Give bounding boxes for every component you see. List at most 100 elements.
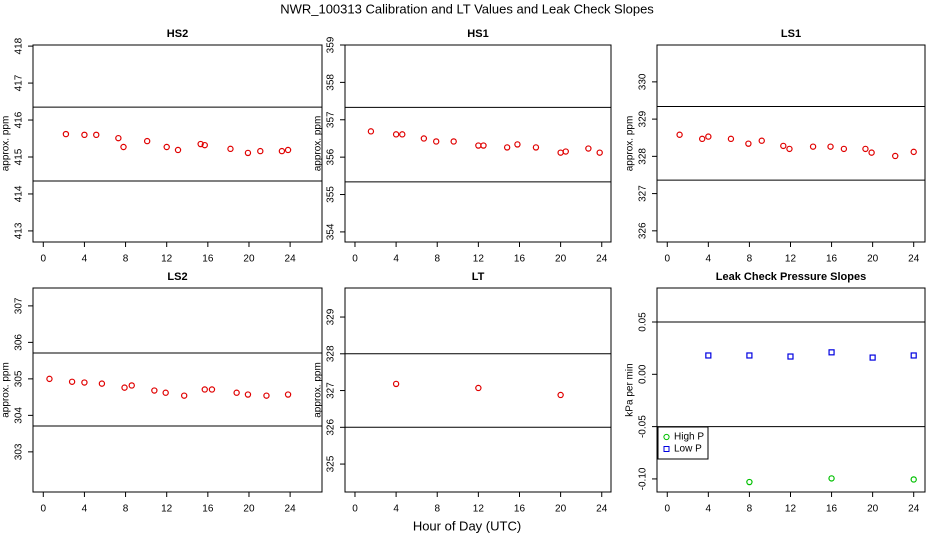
- data-point: [809, 143, 817, 150]
- data-point: [81, 131, 88, 139]
- data-point: [121, 384, 128, 391]
- data-point: [433, 138, 440, 145]
- x-tick-label: 24: [596, 504, 608, 515]
- figure-title: NWR_100313 Calibration and LT Values and…: [280, 1, 654, 16]
- y-tick-label: 418: [14, 37, 25, 54]
- x-tick-label: 16: [514, 254, 526, 265]
- data-point: [828, 349, 835, 356]
- y-tick-label: 303: [14, 443, 25, 460]
- y-tick-label: 415: [14, 148, 25, 165]
- y-tick-label: 330: [638, 73, 649, 90]
- data-point: [163, 143, 170, 151]
- data-point: [128, 382, 135, 389]
- x-tick-label: 16: [202, 254, 214, 265]
- y-tick-label: -0.10: [638, 467, 649, 490]
- y-tick-label: 354: [326, 223, 337, 240]
- y-tick-label: 0.05: [638, 312, 649, 332]
- data-point: [284, 391, 292, 398]
- data-point: [698, 135, 706, 143]
- x-tick-label: 20: [555, 254, 567, 265]
- x-tick-label: 12: [161, 254, 173, 265]
- panel-title: LS2: [167, 271, 187, 283]
- x-tick-label: 24: [285, 504, 297, 515]
- data-point: [557, 149, 564, 156]
- y-axis-label: approx. ppm: [625, 116, 636, 172]
- data-point: [480, 142, 487, 149]
- data-point: [81, 379, 88, 386]
- data-point: [758, 137, 765, 144]
- data-point: [174, 146, 182, 154]
- y-tick-label: -0.05: [638, 415, 649, 438]
- data-point: [399, 131, 406, 138]
- y-tick-label: 413: [14, 222, 25, 239]
- x-tick-label: 24: [908, 504, 920, 515]
- y-tick-label: 305: [14, 370, 25, 387]
- x-tick-label: 16: [514, 504, 526, 515]
- data-point: [910, 352, 917, 359]
- x-tick-label: 24: [596, 254, 608, 265]
- panel-title: HS1: [467, 28, 488, 40]
- x-tick-label: 0: [664, 504, 670, 515]
- data-point: [562, 148, 569, 155]
- data-point: [420, 135, 428, 142]
- legend-marker: [663, 446, 670, 452]
- panel-title: HS2: [167, 28, 188, 40]
- data-point: [197, 140, 204, 148]
- x-tick-label: 20: [555, 504, 567, 515]
- x-tick-label: 16: [826, 504, 838, 515]
- x-tick-label: 20: [243, 254, 255, 265]
- data-point: [557, 391, 564, 399]
- data-point: [201, 141, 208, 149]
- data-point: [392, 380, 400, 388]
- data-point: [201, 386, 208, 393]
- legend-label: Low P: [674, 444, 702, 455]
- data-point: [727, 135, 735, 143]
- data-point: [585, 145, 592, 152]
- plot-frame: [32, 44, 323, 243]
- data-point: [93, 131, 100, 139]
- data-point: [892, 152, 899, 160]
- data-point: [868, 149, 875, 156]
- data-point: [786, 145, 793, 153]
- x-tick-label: 12: [785, 504, 797, 515]
- data-point: [705, 133, 712, 140]
- data-point: [475, 384, 482, 392]
- data-point: [257, 147, 264, 155]
- x-tick-label: 12: [473, 254, 485, 265]
- x-tick-label: 20: [243, 504, 255, 515]
- data-point: [208, 386, 216, 393]
- data-point: [278, 147, 286, 155]
- data-point: [869, 354, 876, 361]
- data-point: [910, 148, 917, 156]
- x-tick-label: 8: [747, 504, 753, 515]
- data-point: [115, 134, 122, 142]
- y-tick-label: 325: [326, 455, 337, 472]
- data-point: [746, 352, 753, 359]
- plot-frame: [32, 287, 323, 493]
- x-tick-label: 4: [393, 504, 399, 515]
- data-point: [263, 392, 270, 399]
- data-point: [98, 380, 106, 387]
- x-tick-label: 0: [664, 254, 670, 265]
- data-point: [596, 149, 603, 156]
- data-point: [780, 142, 787, 150]
- y-tick-label: 414: [14, 185, 25, 202]
- data-point: [705, 352, 712, 359]
- data-point: [514, 141, 521, 148]
- x-tick-label: 16: [826, 254, 838, 265]
- y-axis-label: approx. ppm: [313, 116, 324, 172]
- x-tick-label: 4: [706, 254, 712, 265]
- plot-frame: [656, 287, 926, 493]
- data-point: [46, 375, 53, 383]
- x-tick-label: 4: [82, 254, 88, 265]
- x-tick-label: 0: [41, 254, 47, 265]
- x-tick-label: 16: [202, 504, 214, 515]
- data-point: [827, 143, 834, 150]
- data-point: [450, 138, 457, 145]
- y-tick-label: 327: [638, 185, 649, 202]
- x-tick-label: 24: [285, 254, 297, 265]
- y-tick-label: 358: [326, 74, 337, 91]
- data-point: [120, 143, 127, 151]
- legend-label: High P: [674, 432, 704, 443]
